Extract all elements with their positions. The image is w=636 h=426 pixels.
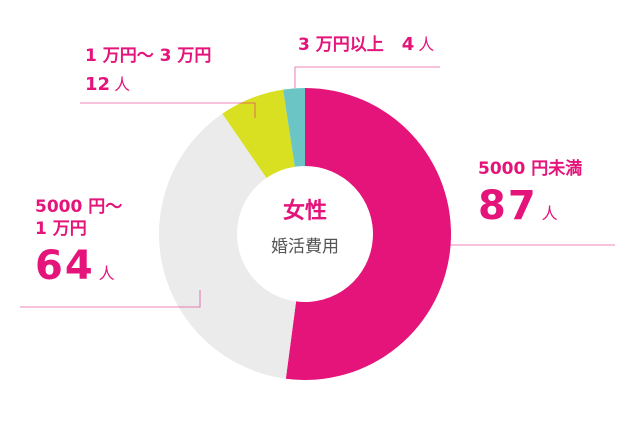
- center-title: 女性: [283, 198, 327, 224]
- unit-label: 人: [114, 75, 131, 95]
- donut-slice: [285, 88, 452, 380]
- unit-label: 人: [541, 204, 558, 224]
- leader-line: [294, 66, 440, 88]
- leader-line: [20, 290, 201, 308]
- data-label: 3 万円以上 4 人: [298, 33, 434, 56]
- center-subtitle: 婚活費用: [271, 237, 339, 257]
- data-label: 1 万円〜 3 万円 12 人: [85, 45, 211, 96]
- data-label: 5000 円未満 87 人: [478, 158, 582, 232]
- unit-label: 人: [98, 264, 115, 284]
- leader-line: [412, 244, 615, 262]
- donut-slice: [222, 89, 295, 178]
- donut-slice: [159, 113, 297, 379]
- unit-label: 人: [418, 35, 435, 54]
- donut-slice: [283, 88, 305, 167]
- category-label: 5000 円未満: [478, 159, 583, 179]
- category-label: 1 万円〜 3 万円: [85, 46, 212, 66]
- value-label: 87: [478, 183, 538, 230]
- value-label: 64: [35, 243, 95, 290]
- data-label: 5000 円〜 1 万円 64 人: [35, 196, 122, 292]
- value-label: 12: [85, 74, 111, 96]
- leader-line: [80, 102, 256, 118]
- value-label: 4: [401, 34, 415, 55]
- category-label: 3 万円以上: [298, 35, 384, 55]
- category-label: 5000 円〜 1 万円: [35, 197, 123, 240]
